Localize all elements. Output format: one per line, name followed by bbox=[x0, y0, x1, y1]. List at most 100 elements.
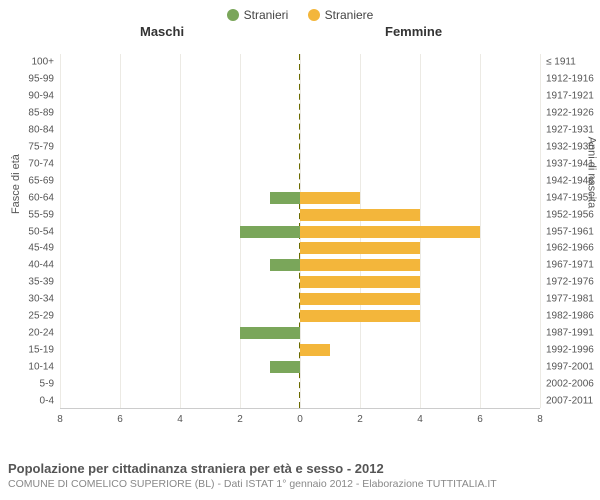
data-row bbox=[60, 326, 540, 340]
age-label: 65-69 bbox=[4, 175, 54, 186]
footer: Popolazione per cittadinanza straniera p… bbox=[8, 461, 497, 490]
data-row bbox=[60, 72, 540, 86]
x-tick-label: 6 bbox=[117, 414, 123, 425]
bar-female bbox=[300, 293, 420, 305]
data-row bbox=[60, 292, 540, 306]
x-tick-label: 4 bbox=[417, 414, 423, 425]
data-row bbox=[60, 140, 540, 154]
age-label: 20-24 bbox=[4, 327, 54, 338]
birth-year-label: 1982-1986 bbox=[546, 311, 600, 322]
bar-female bbox=[300, 344, 330, 356]
legend-item-male: Stranieri bbox=[227, 8, 289, 22]
chart-subtitle: COMUNE DI COMELICO SUPERIORE (BL) - Dati… bbox=[8, 478, 497, 490]
birth-year-label: 1947-1951 bbox=[546, 192, 600, 203]
age-label: 95-99 bbox=[4, 74, 54, 85]
data-row bbox=[60, 191, 540, 205]
chart-title: Popolazione per cittadinanza straniera p… bbox=[8, 461, 497, 476]
x-tick-label: 0 bbox=[297, 414, 303, 425]
age-label: 0-4 bbox=[4, 395, 54, 406]
x-tick-label: 2 bbox=[237, 414, 243, 425]
bar-male bbox=[270, 361, 300, 373]
panel-title-female: Femmine bbox=[385, 24, 442, 39]
birth-year-label: 1922-1926 bbox=[546, 108, 600, 119]
data-row bbox=[60, 360, 540, 374]
birth-year-label: 1962-1966 bbox=[546, 243, 600, 254]
age-label: 75-79 bbox=[4, 141, 54, 152]
age-label: 10-14 bbox=[4, 361, 54, 372]
x-tick-label: 8 bbox=[537, 414, 543, 425]
legend-label-male: Stranieri bbox=[244, 8, 289, 22]
data-row bbox=[60, 377, 540, 391]
age-label: 5-9 bbox=[4, 378, 54, 389]
age-label: 15-19 bbox=[4, 344, 54, 355]
data-row bbox=[60, 157, 540, 171]
plot-area: 022446688100+≤ 191195-991912-191690-9419… bbox=[60, 54, 540, 409]
data-row bbox=[60, 174, 540, 188]
age-label: 25-29 bbox=[4, 311, 54, 322]
x-tick-label: 4 bbox=[177, 414, 183, 425]
age-label: 60-64 bbox=[4, 192, 54, 203]
x-tick-label: 8 bbox=[57, 414, 63, 425]
data-row bbox=[60, 258, 540, 272]
birth-year-label: 1987-1991 bbox=[546, 327, 600, 338]
bar-female bbox=[300, 226, 480, 238]
data-row bbox=[60, 123, 540, 137]
birth-year-label: 1977-1981 bbox=[546, 294, 600, 305]
bar-female bbox=[300, 192, 360, 204]
birth-year-label: 2007-2011 bbox=[546, 395, 600, 406]
data-row bbox=[60, 89, 540, 103]
data-row bbox=[60, 343, 540, 357]
age-label: 90-94 bbox=[4, 91, 54, 102]
x-tick-label: 6 bbox=[477, 414, 483, 425]
age-label: 40-44 bbox=[4, 260, 54, 271]
data-row bbox=[60, 275, 540, 289]
data-row bbox=[60, 309, 540, 323]
birth-year-label: 2002-2006 bbox=[546, 378, 600, 389]
birth-year-label: 1932-1936 bbox=[546, 141, 600, 152]
age-label: 100+ bbox=[4, 57, 54, 68]
data-row bbox=[60, 55, 540, 69]
birth-year-label: 1957-1961 bbox=[546, 226, 600, 237]
age-label: 55-59 bbox=[4, 209, 54, 220]
bar-female bbox=[300, 209, 420, 221]
data-row bbox=[60, 225, 540, 239]
legend-swatch-female bbox=[308, 9, 320, 21]
bar-male bbox=[270, 192, 300, 204]
legend-swatch-male bbox=[227, 9, 239, 21]
bar-male bbox=[270, 259, 300, 271]
bar-female bbox=[300, 310, 420, 322]
legend-item-female: Straniere bbox=[308, 8, 374, 22]
data-row bbox=[60, 241, 540, 255]
bar-female bbox=[300, 276, 420, 288]
birth-year-label: 1937-1941 bbox=[546, 158, 600, 169]
chart: Fasce di età Anni di nascita 02244668810… bbox=[0, 44, 600, 444]
birth-year-label: 1992-1996 bbox=[546, 344, 600, 355]
age-label: 80-84 bbox=[4, 125, 54, 136]
bar-female bbox=[300, 259, 420, 271]
birth-year-label: 1912-1916 bbox=[546, 74, 600, 85]
x-tick-label: 2 bbox=[357, 414, 363, 425]
bar-female bbox=[300, 242, 420, 254]
age-label: 70-74 bbox=[4, 158, 54, 169]
birth-year-label: 1927-1931 bbox=[546, 125, 600, 136]
age-label: 30-34 bbox=[4, 294, 54, 305]
birth-year-label: 1967-1971 bbox=[546, 260, 600, 271]
birth-year-label: 1917-1921 bbox=[546, 91, 600, 102]
panel-titles: Maschi Femmine bbox=[0, 24, 600, 44]
birth-year-label: 1942-1946 bbox=[546, 175, 600, 186]
data-row bbox=[60, 394, 540, 408]
birth-year-label: 1997-2001 bbox=[546, 361, 600, 372]
age-label: 45-49 bbox=[4, 243, 54, 254]
panel-title-male: Maschi bbox=[140, 24, 184, 39]
data-row bbox=[60, 106, 540, 120]
bar-male bbox=[240, 226, 300, 238]
birth-year-label: 1972-1976 bbox=[546, 277, 600, 288]
age-label: 85-89 bbox=[4, 108, 54, 119]
age-label: 50-54 bbox=[4, 226, 54, 237]
gridline bbox=[540, 54, 541, 408]
legend: Stranieri Straniere bbox=[0, 0, 600, 24]
birth-year-label: 1952-1956 bbox=[546, 209, 600, 220]
data-row bbox=[60, 208, 540, 222]
age-label: 35-39 bbox=[4, 277, 54, 288]
legend-label-female: Straniere bbox=[325, 8, 374, 22]
